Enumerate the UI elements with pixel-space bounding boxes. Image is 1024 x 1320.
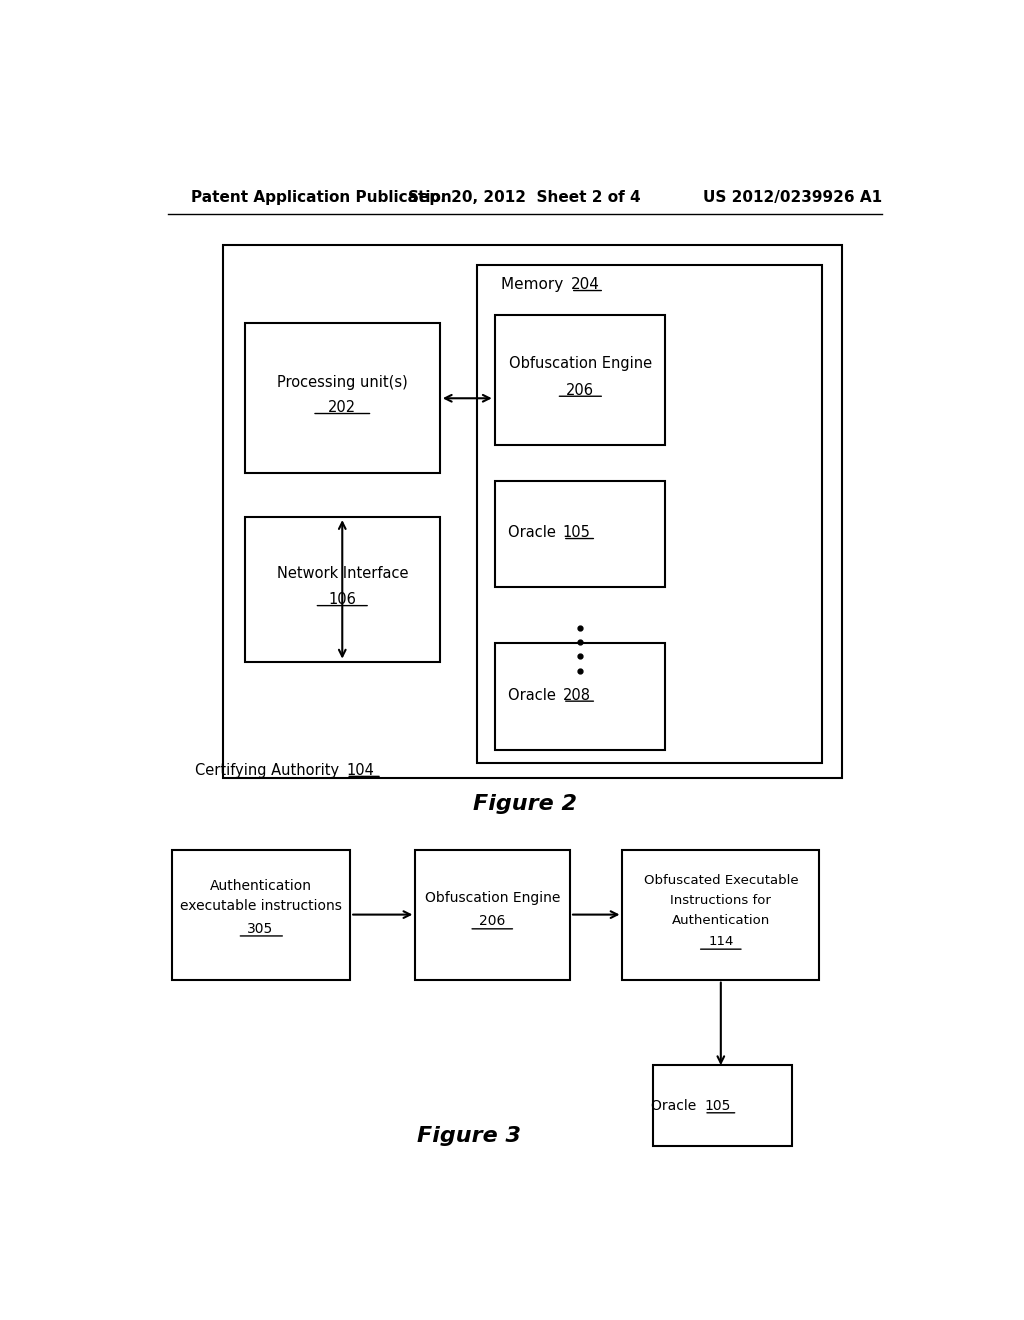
Text: Patent Application Publication: Patent Application Publication [191, 190, 453, 205]
Text: Processing unit(s): Processing unit(s) [276, 375, 408, 389]
FancyBboxPatch shape [223, 244, 842, 779]
FancyBboxPatch shape [653, 1065, 793, 1146]
FancyBboxPatch shape [495, 315, 666, 445]
Text: 208: 208 [563, 688, 591, 702]
FancyBboxPatch shape [246, 517, 440, 661]
Text: Figure 3: Figure 3 [417, 1126, 521, 1146]
FancyBboxPatch shape [495, 643, 666, 750]
Text: Oracle: Oracle [508, 688, 560, 702]
Text: 305: 305 [248, 921, 273, 936]
FancyBboxPatch shape [623, 850, 819, 979]
Text: executable instructions: executable instructions [179, 899, 341, 913]
Text: 106: 106 [329, 591, 356, 607]
Text: Oracle: Oracle [508, 525, 560, 540]
Text: Network Interface: Network Interface [276, 565, 408, 581]
FancyBboxPatch shape [172, 850, 350, 979]
Text: 206: 206 [479, 913, 506, 928]
Text: 206: 206 [566, 383, 594, 397]
Text: Memory: Memory [502, 277, 568, 292]
Text: US 2012/0239926 A1: US 2012/0239926 A1 [702, 190, 882, 205]
Text: Authentication: Authentication [210, 879, 311, 894]
Text: Obfuscated Executable: Obfuscated Executable [643, 874, 798, 887]
Text: Oracle: Oracle [651, 1098, 701, 1113]
Text: Certifying Authority: Certifying Authority [196, 763, 344, 777]
Text: Obfuscation Engine: Obfuscation Engine [509, 356, 652, 371]
Text: Sep. 20, 2012  Sheet 2 of 4: Sep. 20, 2012 Sheet 2 of 4 [409, 190, 641, 205]
FancyBboxPatch shape [495, 480, 666, 587]
Text: Figure 2: Figure 2 [473, 793, 577, 814]
Text: 105: 105 [563, 525, 591, 540]
Text: Obfuscation Engine: Obfuscation Engine [425, 891, 560, 906]
Text: 105: 105 [705, 1098, 730, 1113]
Text: Authentication: Authentication [672, 915, 770, 927]
Text: 104: 104 [346, 763, 374, 777]
Text: 204: 204 [570, 277, 600, 292]
FancyBboxPatch shape [477, 265, 822, 763]
FancyBboxPatch shape [416, 850, 570, 979]
FancyBboxPatch shape [246, 323, 440, 474]
Text: 202: 202 [329, 400, 356, 414]
Text: 114: 114 [709, 935, 733, 948]
Text: Instructions for: Instructions for [671, 894, 771, 907]
